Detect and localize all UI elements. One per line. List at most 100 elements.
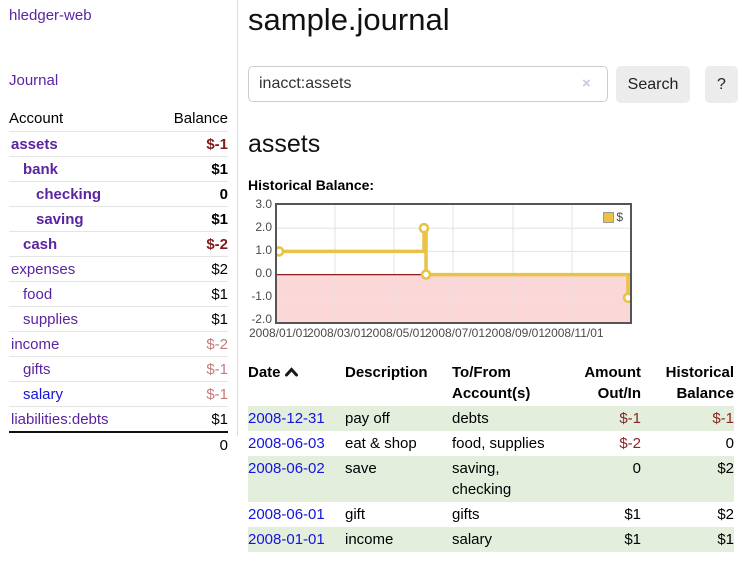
account-balance: $1 — [211, 210, 228, 228]
account-link-food[interactable]: food — [23, 285, 53, 303]
account-row: assets $-1 — [9, 131, 228, 156]
account-row: saving $1 — [9, 206, 228, 231]
account-balance: 0 — [219, 185, 228, 203]
accounts-total-row: 0 — [9, 431, 228, 457]
header-date[interactable]: Date — [248, 360, 345, 406]
account-row: expenses $2 — [9, 256, 228, 281]
search-button[interactable]: Search — [616, 66, 690, 103]
account-link-gifts[interactable]: gifts — [23, 360, 51, 378]
legend-swatch-icon — [603, 211, 615, 223]
x-tick: 2008/09/01 — [484, 326, 546, 340]
account-row: gifts $-1 — [9, 356, 228, 381]
y-tick: 3.0 — [255, 197, 272, 211]
account-row: supplies $1 — [9, 306, 228, 331]
account-link-checking[interactable]: checking — [36, 185, 102, 203]
account-balance: $2 — [211, 260, 228, 278]
x-tick: 2008/03/01 — [306, 326, 368, 340]
header-amount: Amount Out/In — [584, 364, 641, 402]
register-table: Date Description To/From Account(s) Amou… — [248, 360, 734, 552]
account-link-income[interactable]: income — [11, 335, 60, 353]
account-row: checking 0 — [9, 181, 228, 206]
transaction-date-link[interactable]: 2008-01-01 — [248, 531, 325, 548]
accounts-header-account: Account — [9, 109, 64, 127]
accounts-header-balance: Balance — [173, 109, 228, 127]
main-content: sample.journal × Search ? assets Histori… — [248, 0, 738, 552]
transaction-amount: $1 — [624, 531, 641, 548]
transaction-description: eat & shop — [345, 435, 417, 452]
transaction-description: gift — [345, 506, 366, 523]
help-button[interactable]: ? — [705, 66, 738, 103]
account-balance: $1 — [211, 410, 228, 428]
accounts-total-value: 0 — [219, 436, 228, 454]
y-tick: 2.0 — [255, 220, 272, 234]
transaction-description: pay off — [345, 410, 390, 427]
account-link-supplies[interactable]: supplies — [23, 310, 79, 328]
account-row: bank $1 — [9, 156, 228, 181]
account-balance: $1 — [211, 160, 228, 178]
transaction-date-link[interactable]: 2008-06-03 — [248, 435, 325, 452]
chart-title: Historical Balance: — [248, 177, 375, 193]
chart-plot-area[interactable]: $ — [273, 203, 634, 324]
sidebar: hledger-web Journal Account Balance asse… — [0, 0, 238, 454]
transaction-accounts: debts — [452, 410, 489, 427]
x-tick: 2008/05/01 — [365, 326, 427, 340]
register-row: 2008-12-31 pay off debts $-1 $-1 — [248, 406, 734, 431]
accounts-table: Account Balance assets $-1 bank $1 check… — [9, 105, 228, 457]
transaction-accounts: gifts — [452, 506, 480, 523]
y-tick: 0.0 — [255, 266, 272, 280]
transaction-balance: $2 — [717, 460, 734, 477]
historical-balance-chart: 3.0 2.0 1.0 0.0 -1.0 -2.0 — [248, 197, 734, 343]
search-form: × Search ? — [248, 66, 738, 103]
account-link-saving[interactable]: saving — [36, 210, 84, 228]
header-date-label: Date — [248, 364, 281, 381]
transaction-date-link[interactable]: 2008-06-02 — [248, 460, 325, 477]
account-balance: $-1 — [206, 385, 228, 403]
transaction-accounts: food, supplies — [452, 435, 545, 452]
account-heading: assets — [248, 130, 321, 158]
page-title: sample.journal — [248, 2, 450, 37]
account-link-bank[interactable]: bank — [23, 160, 59, 178]
register-row: 2008-01-01 income salary $1 $1 — [248, 527, 734, 552]
transaction-balance: 0 — [725, 435, 734, 452]
chart-canvas — [273, 205, 634, 322]
transaction-accounts: saving, checking — [452, 460, 512, 498]
register-row: 2008-06-01 gift gifts $1 $2 — [248, 502, 734, 527]
transaction-accounts: salary — [452, 531, 493, 548]
transaction-date-link[interactable]: 2008-06-01 — [248, 506, 325, 523]
account-link-salary[interactable]: salary — [23, 385, 64, 403]
x-tick: 2008/11/01 — [544, 326, 604, 340]
app-brand-link[interactable]: hledger-web — [9, 7, 92, 24]
sort-ascending-icon — [284, 362, 298, 383]
x-tick: 2008/07/01 — [424, 326, 486, 340]
chart-legend: $ — [601, 209, 625, 225]
transaction-amount: $-2 — [619, 435, 641, 452]
clear-search-icon[interactable]: × — [582, 75, 591, 92]
header-balance: Historical Balance — [665, 364, 734, 402]
transaction-amount: $1 — [624, 506, 641, 523]
register-row: 2008-06-03 eat & shop food, supplies $-2… — [248, 431, 734, 456]
transaction-amount: $-1 — [619, 410, 641, 427]
account-link-cash[interactable]: cash — [23, 235, 58, 253]
sidebar-item-journal[interactable]: Journal — [9, 72, 59, 89]
search-input[interactable] — [248, 66, 608, 102]
register-row: 2008-06-02 save saving, checking 0 $2 — [248, 456, 734, 502]
account-balance: $-2 — [206, 235, 228, 253]
account-row: liabilities:debts $1 — [9, 406, 228, 431]
transaction-balance: $-1 — [712, 410, 734, 427]
account-balance: $-1 — [206, 135, 228, 153]
account-row: food $1 — [9, 281, 228, 306]
account-row: income $-2 — [9, 331, 228, 356]
account-row: cash $-2 — [9, 231, 228, 256]
register-header-row: Date Description To/From Account(s) Amou… — [248, 360, 734, 406]
transaction-amount: 0 — [632, 460, 641, 477]
account-row: salary $-1 — [9, 381, 228, 406]
transaction-description: income — [345, 531, 394, 548]
account-balance: $1 — [211, 285, 228, 303]
account-link-liabilities-debts[interactable]: liabilities:debts — [11, 410, 109, 428]
transaction-date-link[interactable]: 2008-12-31 — [248, 410, 325, 427]
account-link-expenses[interactable]: expenses — [11, 260, 76, 278]
account-link-assets[interactable]: assets — [11, 135, 58, 153]
y-tick: -2.0 — [251, 312, 272, 326]
accounts-table-header: Account Balance — [9, 105, 228, 131]
y-tick: 1.0 — [255, 243, 272, 257]
